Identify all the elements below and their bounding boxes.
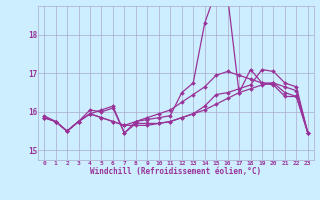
X-axis label: Windchill (Refroidissement éolien,°C): Windchill (Refroidissement éolien,°C)	[91, 167, 261, 176]
